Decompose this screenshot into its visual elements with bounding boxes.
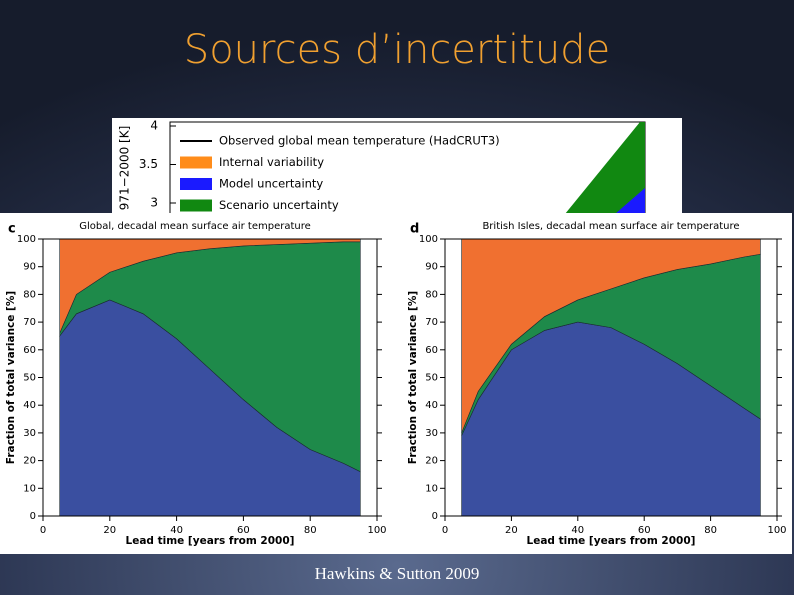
y-tick-label: 40 — [425, 400, 438, 411]
caption: Hawkins & Sutton 2009 — [315, 564, 480, 583]
x-tick-label: 40 — [571, 525, 584, 536]
model-wedge — [615, 188, 645, 214]
y-tick-label: 50 — [23, 373, 36, 384]
y-axis-label: Fraction of total variance [%] — [5, 291, 17, 464]
scenario-wedge — [565, 122, 645, 214]
chart-title: Global, decadal mean surface air tempera… — [79, 221, 311, 232]
x-tick-label: 60 — [638, 525, 651, 536]
y-tick-label: 60 — [425, 345, 438, 356]
y-tick-label: 40 — [23, 400, 36, 411]
y-tick-label: 100 — [17, 234, 36, 245]
y-axis-label: 971−2000 [K] — [118, 126, 132, 211]
legend-swatch — [180, 156, 212, 169]
y-tick-label: 20 — [23, 456, 36, 467]
y-tick-label: 0 — [432, 511, 438, 522]
slide-title: Sources d’incertitude — [184, 27, 610, 73]
y-tick-label: 90 — [425, 262, 438, 273]
x-tick-label: 40 — [170, 525, 183, 536]
panel-label: d — [410, 222, 419, 237]
x-tick-label: 100 — [367, 525, 386, 536]
legend-label: Model uncertainty — [219, 177, 323, 191]
legend-label: Observed global mean temperature (HadCRU… — [219, 134, 500, 148]
x-tick-label: 20 — [103, 525, 116, 536]
y-tick-label: 90 — [23, 262, 36, 273]
y-tick-label: 4 — [150, 119, 158, 133]
y-tick-label: 80 — [23, 289, 36, 300]
y-tick-label: 10 — [23, 483, 36, 494]
legend-label: Internal variability — [219, 155, 324, 169]
y-tick-label: 10 — [425, 483, 438, 494]
y-tick-label: 70 — [425, 317, 438, 328]
x-tick-label: 80 — [304, 525, 317, 536]
legend-swatch — [180, 199, 212, 212]
x-tick-label: 0 — [40, 525, 46, 536]
y-tick-label: 80 — [425, 289, 438, 300]
chart-title: British Isles, decadal mean surface air … — [482, 221, 739, 232]
y-tick-label: 0 — [30, 511, 36, 522]
y-tick-label: 100 — [419, 234, 438, 245]
x-tick-label: 60 — [237, 525, 250, 536]
legend-swatch — [180, 178, 212, 190]
y-tick-label: 20 — [425, 456, 438, 467]
y-tick-label: 60 — [23, 345, 36, 356]
x-tick-label: 100 — [767, 525, 786, 536]
y-tick-label: 50 — [425, 373, 438, 384]
legend-label: Scenario uncertainty — [219, 198, 339, 212]
y-tick-label: 3 — [150, 196, 158, 210]
x-tick-label: 80 — [704, 525, 717, 536]
x-tick-label: 0 — [442, 525, 448, 536]
y-tick-label: 30 — [23, 428, 36, 439]
y-tick-label: 3.5 — [139, 157, 158, 171]
y-tick-label: 70 — [23, 317, 36, 328]
x-tick-label: 20 — [505, 525, 518, 536]
y-tick-label: 30 — [425, 428, 438, 439]
panel-label: c — [8, 222, 16, 237]
x-axis-label: Lead time [years from 2000] — [126, 535, 295, 547]
y-axis-label: Fraction of total variance [%] — [407, 291, 419, 464]
x-axis-label: Lead time [years from 2000] — [527, 535, 696, 547]
